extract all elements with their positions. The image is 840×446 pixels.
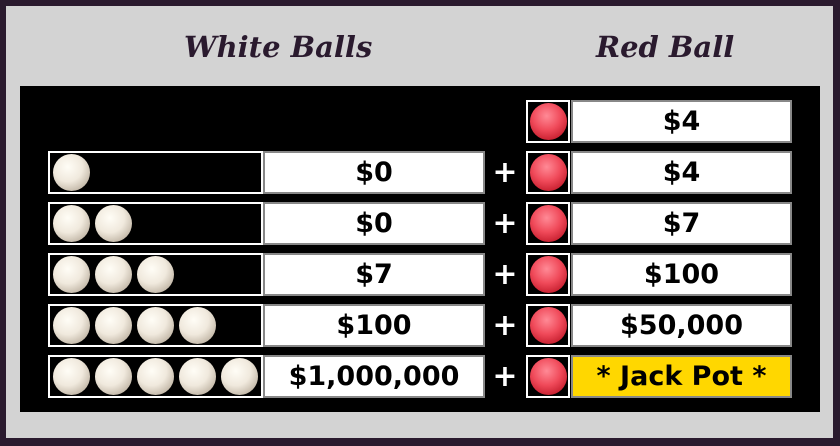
red-ball-icon <box>529 307 567 344</box>
red-ball-cell <box>526 100 570 143</box>
white-ball-icon <box>95 358 132 395</box>
red-ball-icon <box>529 103 567 140</box>
red-ball-icon <box>529 205 567 242</box>
red-prize: $7 <box>571 202 792 245</box>
red-ball-cell <box>526 202 570 245</box>
white-balls-cell <box>48 151 263 194</box>
white-ball-icon <box>137 256 174 293</box>
red-ball-cell <box>526 253 570 296</box>
white-prize: $0 <box>263 151 485 194</box>
white-prize: $1,000,000 <box>263 355 485 398</box>
white-balls-cell <box>48 253 263 296</box>
red-ball-icon <box>529 358 567 395</box>
prize-row: $7 + $100 <box>20 253 820 296</box>
white-ball-icon <box>179 307 216 344</box>
white-prize: $0 <box>263 202 485 245</box>
white-ball-icon <box>53 358 90 395</box>
white-ball-icon <box>95 205 132 242</box>
plus-icon: + <box>492 359 518 394</box>
white-ball-icon <box>179 358 216 395</box>
red-ball-icon <box>529 154 567 191</box>
prize-row: $0 + $7 <box>20 202 820 245</box>
white-ball-icon <box>95 256 132 293</box>
red-ball-cell <box>526 304 570 347</box>
plus-icon: + <box>492 206 518 241</box>
plus-icon: + <box>492 155 518 190</box>
prize-table: $4 $0 + $4 $0 + $7 $7 + $100 $100 + $50,000 $1,000,00… <box>20 86 820 412</box>
white-ball-icon <box>53 154 90 191</box>
white-balls-cell <box>48 202 263 245</box>
plus-icon: + <box>492 308 518 343</box>
white-ball-icon <box>137 358 174 395</box>
white-balls-cell <box>48 304 263 347</box>
white-ball-icon <box>137 307 174 344</box>
prize-row: $0 + $4 <box>20 151 820 194</box>
red-ball-header: Red Ball <box>596 30 735 64</box>
red-ball-cell <box>526 355 570 398</box>
red-prize: $100 <box>571 253 792 296</box>
white-ball-icon <box>95 307 132 344</box>
red-prize: $50,000 <box>571 304 792 347</box>
white-ball-icon <box>221 358 258 395</box>
prize-row: $100 + $50,000 <box>20 304 820 347</box>
white-ball-icon <box>53 205 90 242</box>
red-prize: * Jack Pot * <box>571 355 792 398</box>
prize-row: $1,000,000 + * Jack Pot * <box>20 355 820 398</box>
red-prize: $4 <box>571 100 792 143</box>
white-prize: $100 <box>263 304 485 347</box>
white-ball-icon <box>53 307 90 344</box>
white-balls-header: White Balls <box>184 30 373 64</box>
prize-row: $4 <box>20 100 820 143</box>
red-ball-cell <box>526 151 570 194</box>
red-prize: $4 <box>571 151 792 194</box>
plus-icon: + <box>492 257 518 292</box>
white-ball-icon <box>53 256 90 293</box>
white-prize: $7 <box>263 253 485 296</box>
white-balls-cell <box>48 355 263 398</box>
red-ball-icon <box>529 256 567 293</box>
